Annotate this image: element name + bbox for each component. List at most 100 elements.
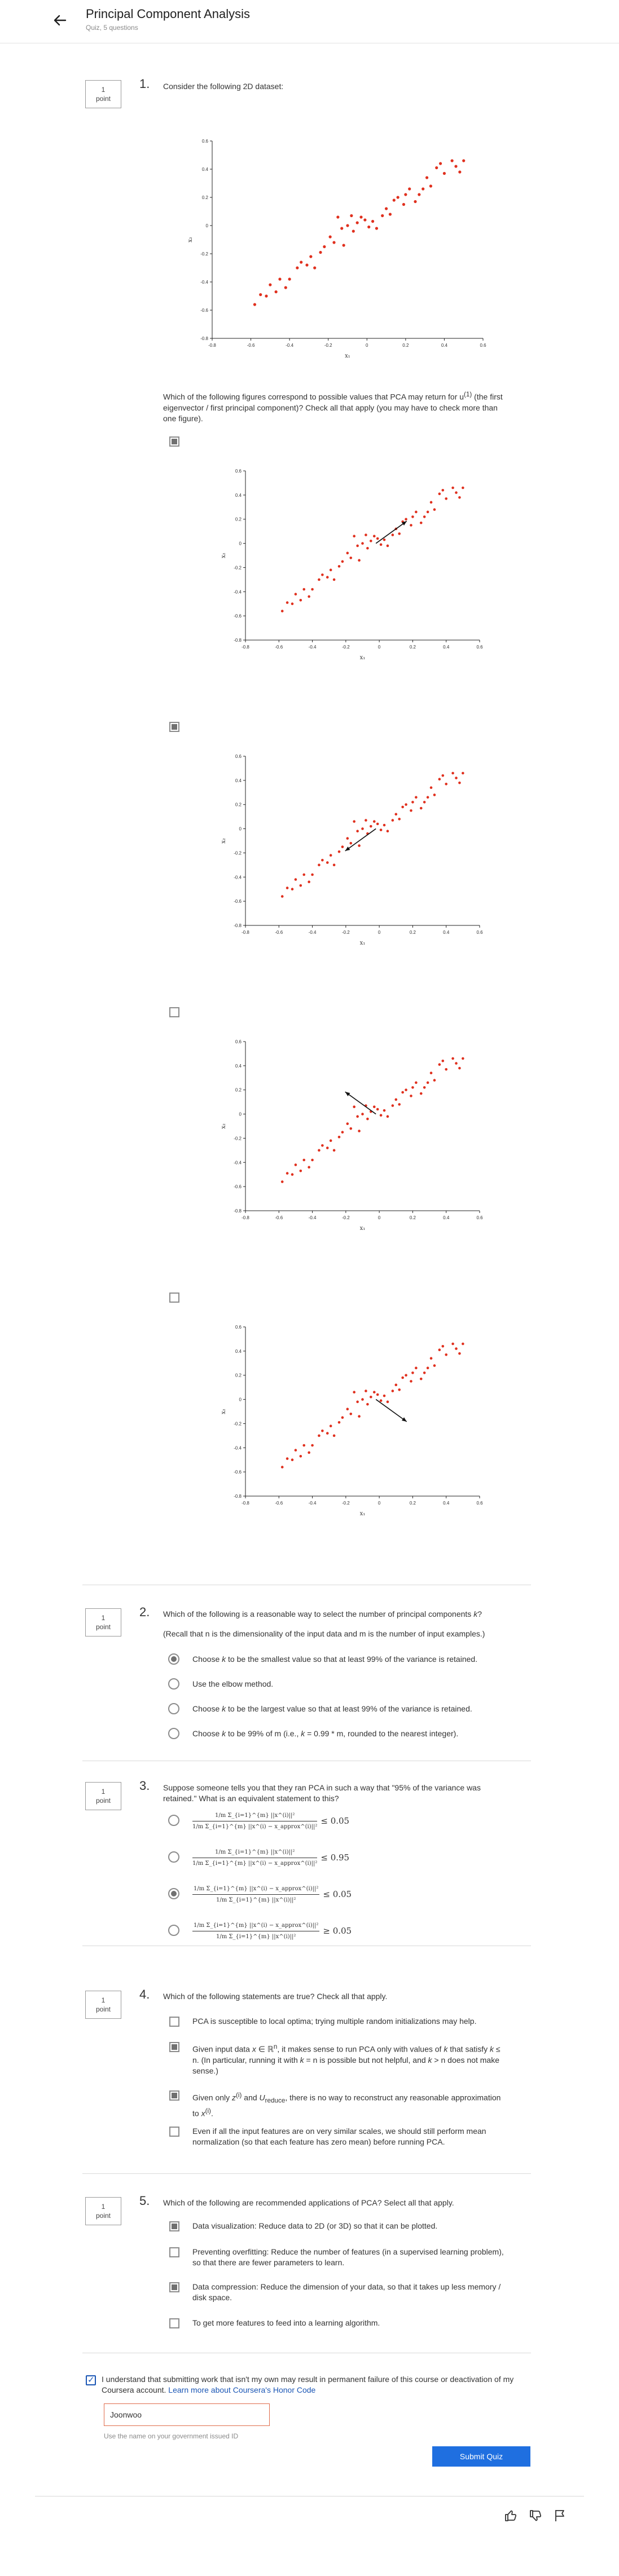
option-checkbox[interactable] xyxy=(169,1293,179,1303)
y-tick-label: 0.6 xyxy=(235,754,242,759)
option-radio[interactable] xyxy=(168,1925,179,1936)
data-point xyxy=(386,1400,389,1404)
option-formula: 1/m Σ_{i=1}^{m} ||x^(i)||² 1/m Σ_{i=1}^{m… xyxy=(192,1847,508,1869)
data-point xyxy=(329,854,332,857)
back-arrow-icon[interactable] xyxy=(52,12,68,28)
data-point xyxy=(328,235,332,239)
thumbs-down-icon[interactable] xyxy=(528,2508,543,2523)
data-point xyxy=(391,533,394,536)
data-point xyxy=(337,1421,341,1424)
data-point xyxy=(365,533,367,536)
data-point xyxy=(319,250,322,254)
option-radio[interactable] xyxy=(168,1851,179,1863)
data-point xyxy=(462,1057,464,1060)
honor-code-link[interactable]: Learn more about Coursera's Honor Code xyxy=(168,2385,316,2394)
points-unit: point xyxy=(95,2005,111,2013)
data-point xyxy=(326,576,329,579)
data-point xyxy=(311,1444,314,1447)
option-checkbox[interactable] xyxy=(169,2042,179,2052)
data-point xyxy=(265,294,268,298)
x-tick-label: 0.4 xyxy=(443,645,450,650)
data-point xyxy=(451,1342,454,1346)
data-point xyxy=(353,820,355,823)
y-tick-label: 0 xyxy=(239,1112,242,1117)
question-note: (Recall that n is the dimensionality of … xyxy=(163,1629,485,1638)
option-checkbox[interactable] xyxy=(169,2127,179,2137)
option-radio[interactable] xyxy=(168,1728,179,1739)
data-point xyxy=(346,224,349,227)
data-point xyxy=(294,593,297,596)
data-point xyxy=(349,1127,353,1130)
data-point xyxy=(299,1454,302,1458)
data-point xyxy=(376,822,379,826)
option-radio[interactable] xyxy=(168,1815,179,1826)
y-tick-label: -0.6 xyxy=(234,614,242,619)
data-point xyxy=(340,227,344,230)
x-tick-label: -0.6 xyxy=(247,343,255,348)
option-checkbox[interactable] xyxy=(169,436,179,447)
data-point xyxy=(332,863,336,867)
thumbs-up-icon[interactable] xyxy=(503,2508,518,2523)
y-tick-label: -0.6 xyxy=(234,1184,242,1189)
option-radio[interactable] xyxy=(168,1703,179,1714)
data-point xyxy=(321,858,324,862)
x-tick-label: -0.4 xyxy=(309,1501,317,1506)
option-checkbox[interactable] xyxy=(169,2017,179,2027)
data-point xyxy=(356,1115,359,1118)
data-point xyxy=(419,1377,423,1380)
option-checkbox[interactable] xyxy=(169,1007,179,1017)
option-label: Data visualization: Reduce data to 2D (o… xyxy=(192,2221,438,2230)
x-tick-label: -0.2 xyxy=(342,645,350,650)
option-checkbox[interactable] xyxy=(169,2282,179,2292)
question-prompt: Suppose someone tells you that they ran … xyxy=(163,1783,481,1803)
option-checkbox[interactable] xyxy=(169,2247,179,2257)
x-tick-label: -0.8 xyxy=(242,645,249,650)
data-point xyxy=(326,1146,329,1149)
data-point xyxy=(358,844,361,847)
data-point xyxy=(332,578,336,581)
data-point xyxy=(422,187,425,191)
question-number: 2. xyxy=(139,1605,150,1619)
points-badge: 1 point xyxy=(85,80,121,108)
data-point xyxy=(398,532,401,535)
option-label: PCA is susceptible to local optima; tryi… xyxy=(192,2017,477,2026)
data-point xyxy=(302,873,306,876)
y-axis-label: x₂ xyxy=(221,838,227,844)
data-point xyxy=(429,786,433,789)
data-point xyxy=(308,1166,310,1169)
option-checkbox[interactable] xyxy=(169,2221,179,2231)
option-radio[interactable] xyxy=(168,1678,179,1690)
option-formula: 1/m Σ_{i=1}^{m} ||x^(i)||² 1/m Σ_{i=1}^{m… xyxy=(192,1810,508,1832)
data-point xyxy=(398,1388,401,1391)
option-checkbox[interactable] xyxy=(169,722,179,732)
data-point xyxy=(341,845,344,849)
data-point xyxy=(370,824,372,828)
option-radio[interactable] xyxy=(168,1888,179,1899)
data-point xyxy=(426,510,429,514)
data-point xyxy=(435,166,438,170)
question-number: 4. xyxy=(139,1987,150,2001)
submit-quiz-button[interactable]: Submit Quiz xyxy=(432,2446,530,2467)
honor-code-checkbox[interactable] xyxy=(86,2375,96,2385)
option-checkbox[interactable] xyxy=(169,2090,179,2101)
data-point xyxy=(433,1364,436,1367)
data-point xyxy=(309,255,313,258)
option-label: Preventing overfitting: Reduce the numbe… xyxy=(192,2247,504,2267)
data-point xyxy=(423,1086,426,1089)
points-badge: 1 point xyxy=(85,2197,121,2225)
y-axis-label: x₂ xyxy=(221,553,227,558)
option-checkbox[interactable] xyxy=(169,2318,179,2328)
option-radio[interactable] xyxy=(168,1653,179,1665)
x-tick-label: 0.4 xyxy=(441,343,448,348)
data-point xyxy=(405,1374,407,1377)
data-point xyxy=(291,888,294,891)
data-point xyxy=(346,837,349,840)
y-tick-label: -0.4 xyxy=(234,1445,242,1450)
data-point xyxy=(318,1434,321,1437)
flag-icon[interactable] xyxy=(553,2508,568,2523)
option-label: Choose k to be the largest value so that… xyxy=(192,1704,472,1713)
data-point xyxy=(438,492,441,496)
data-point xyxy=(346,552,349,555)
question-prompt: Which of the following are recommended a… xyxy=(163,2198,454,2207)
legal-name-input[interactable] xyxy=(104,2403,270,2426)
